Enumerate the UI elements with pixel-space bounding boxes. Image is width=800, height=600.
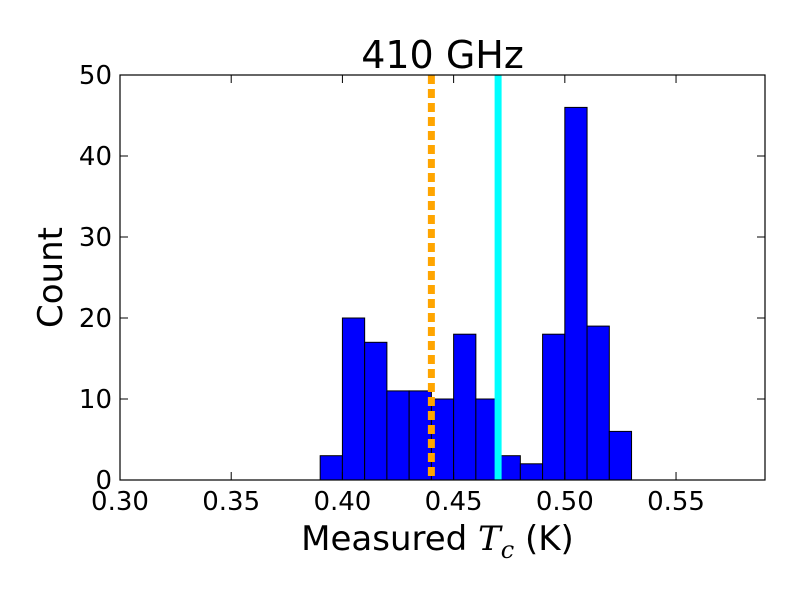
x-tick-label: 0.30 <box>91 487 149 517</box>
x-axis-ticks: 0.30 0.35 0.40 0.45 0.50 0.55 <box>91 75 705 517</box>
x-tick-label: 0.50 <box>536 487 594 517</box>
y-tick-label: 10 <box>79 385 112 415</box>
x-tick-label: 0.55 <box>647 487 705 517</box>
x-tick-label: 0.45 <box>425 487 483 517</box>
histogram-bar <box>341 317 366 481</box>
x-tick-label: 0.40 <box>313 487 371 517</box>
histogram-bar <box>453 333 477 481</box>
y-tick-label: 20 <box>79 304 112 334</box>
histogram-bar <box>386 390 410 481</box>
chart-title: 410 GHz <box>361 33 524 77</box>
x-axis-label-suffix: (K) <box>514 519 574 559</box>
y-tick-label: 0 <box>95 466 112 496</box>
reference-lines-group <box>427 75 502 480</box>
y-tick-label: 40 <box>79 142 112 172</box>
histogram-bar <box>542 333 566 481</box>
x-axis-label-subscript: c <box>501 536 514 564</box>
histogram-bar <box>519 463 544 481</box>
x-axis-label: Measured Tc (K) <box>301 519 574 564</box>
histogram-bar <box>364 341 388 481</box>
x-axis-label-prefix: Measured <box>301 519 478 559</box>
y-tick-label: 30 <box>79 223 112 253</box>
histogram-bar <box>608 430 633 481</box>
histogram-bar <box>586 325 610 481</box>
bars-group <box>319 106 633 481</box>
y-tick-label: 50 <box>79 61 112 91</box>
histogram-bar <box>319 455 343 481</box>
y-axis-label: Count <box>31 227 71 328</box>
plot-frame <box>119 74 766 481</box>
x-tick-label: 0.35 <box>202 487 260 517</box>
y-axis-ticks: 0 10 20 30 40 50 <box>79 61 765 496</box>
x-axis-label-variable: T <box>478 519 503 559</box>
histogram-bar <box>564 106 588 481</box>
